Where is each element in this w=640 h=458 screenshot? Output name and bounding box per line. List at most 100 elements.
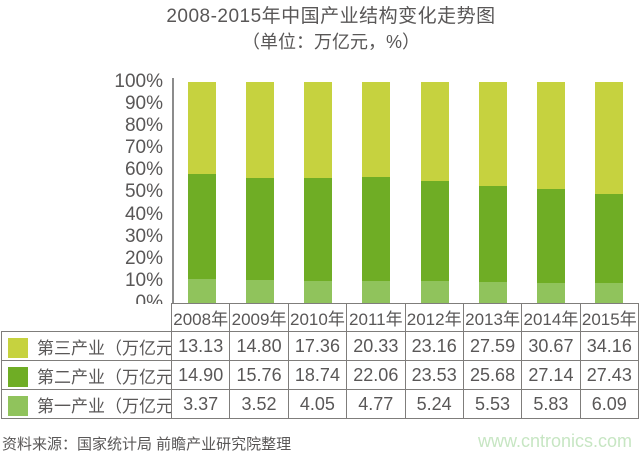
bar-segment — [594, 82, 623, 194]
stacked-bar — [478, 82, 507, 303]
stacked-bar — [362, 82, 391, 303]
legend-swatch-icon — [8, 337, 28, 358]
y-tick-label: 90% — [124, 93, 163, 115]
bar-segment — [478, 82, 507, 186]
bar-segment — [246, 82, 275, 178]
value-cell: 6.09 — [579, 389, 640, 419]
bar-segment — [594, 193, 623, 284]
bar-segment — [420, 280, 449, 303]
y-tick-label: 60% — [124, 159, 163, 181]
bar-segment — [188, 82, 217, 175]
legend-cell: 第二产业（万亿元） — [1, 360, 172, 390]
bar-segment — [536, 188, 565, 283]
y-tick-label: 100% — [114, 71, 163, 92]
value-cell: 3.37 — [170, 389, 231, 419]
stacked-bar — [594, 82, 623, 303]
year-header-cell: 2011年 — [346, 303, 406, 332]
value-cell: 13.13 — [170, 331, 231, 361]
chart-subtitle: （单位：万亿元，%） — [241, 32, 420, 52]
bar-slot — [580, 82, 638, 303]
y-tick-label: 80% — [124, 115, 163, 137]
plot-area — [173, 82, 638, 303]
bar-slot — [289, 82, 347, 303]
year-header-cell: 2014年 — [521, 303, 581, 332]
legend-label: 第二产业（万亿元） — [37, 367, 172, 387]
bar-segment — [420, 180, 449, 281]
value-cell: 23.16 — [404, 331, 464, 361]
bar-segment — [246, 280, 275, 303]
bar-segment — [188, 174, 217, 280]
watermark-link[interactable]: www.cntronics.com — [477, 431, 632, 451]
year-header-cell: 2008年 — [170, 303, 231, 332]
bar-segment — [304, 280, 333, 303]
table-row: 第二产业（万亿元）14.9015.7618.7422.0623.5325.682… — [1, 360, 640, 390]
y-axis: 100% 90% 80% 70% 60% 50% 40% 30% 20% 10% 0% — [60, 71, 163, 314]
stacked-bar — [536, 82, 565, 303]
value-cell: 17.36 — [287, 331, 348, 361]
bar-slot — [406, 82, 464, 303]
year-header-cell: 2012年 — [404, 303, 464, 332]
bar-segment — [594, 283, 623, 303]
bar-segment — [420, 82, 449, 181]
value-cell: 27.14 — [521, 360, 581, 390]
y-tick-label: 50% — [124, 181, 163, 203]
bar-segment — [362, 280, 391, 303]
year-header-cell: 2015年 — [579, 303, 640, 332]
value-cell: 27.43 — [579, 360, 640, 390]
value-cell: 18.74 — [287, 360, 348, 390]
bar-segment — [304, 177, 333, 281]
value-cell: 25.68 — [462, 360, 523, 390]
legend-swatch-icon — [8, 366, 28, 387]
bar-segment — [304, 82, 333, 178]
bar-segment — [188, 279, 217, 303]
stacked-bar-chart: 100% 90% 80% 70% 60% 50% 40% 30% 20% 10% 0% — [0, 60, 640, 313]
y-tick-label: 20% — [124, 247, 163, 269]
value-cell: 20.33 — [346, 331, 406, 361]
value-cell: 4.77 — [346, 389, 406, 419]
bar-segment — [478, 282, 507, 303]
y-tick-label: 10% — [124, 269, 163, 291]
bar-segment — [536, 82, 565, 189]
value-cell: 22.06 — [346, 360, 406, 390]
bar-segment — [362, 177, 391, 281]
table-row: 第一产业（万亿元）3.373.524.054.775.245.535.836.0… — [1, 389, 640, 419]
y-tick-label: 70% — [124, 137, 163, 159]
value-cell: 34.16 — [579, 331, 640, 361]
value-cell: 5.24 — [404, 389, 464, 419]
y-tick-label: 30% — [124, 225, 163, 247]
year-header-cell: 2010年 — [287, 303, 348, 332]
stacked-bar — [188, 82, 217, 303]
bar-slot — [231, 82, 289, 303]
bar-segment — [246, 177, 275, 281]
value-cell: 15.76 — [229, 360, 289, 390]
bar-slot — [522, 82, 580, 303]
legend-label: 第三产业（万亿元） — [37, 338, 172, 358]
bar-slot — [347, 82, 405, 303]
bar-slot — [173, 82, 231, 303]
chart-title: 2008-2015年中国产业结构变化走势图 — [166, 6, 496, 27]
table-row: 第三产业（万亿元）13.1314.8017.3620.3323.1627.593… — [1, 331, 640, 361]
value-cell: 30.67 — [521, 331, 581, 361]
value-cell: 5.53 — [462, 389, 523, 419]
year-header-cell: 2009年 — [229, 303, 289, 332]
table-corner-cell — [1, 303, 172, 332]
source-text: 资料来源：国家统计局 前瞻产业研究院整理 — [2, 436, 292, 453]
value-cell: 23.53 — [404, 360, 464, 390]
stacked-bar — [246, 82, 275, 303]
stacked-bar — [420, 82, 449, 303]
data-table: 2008年 2009年 2010年 2011年 2012年 2013年 2014年 2015年… — [1, 303, 640, 419]
bar-segment — [536, 282, 565, 303]
legend-cell: 第一产业（万亿元） — [1, 389, 172, 419]
bar-slot — [464, 82, 522, 303]
y-axis-line — [172, 78, 174, 303]
value-cell: 3.52 — [229, 389, 289, 419]
value-cell: 5.83 — [521, 389, 581, 419]
legend-label: 第一产业（万亿元） — [37, 396, 172, 416]
value-cell: 14.90 — [170, 360, 231, 390]
legend-swatch-icon — [8, 395, 28, 416]
year-header-cell: 2013年 — [462, 303, 523, 332]
legend-cell: 第三产业（万亿元） — [1, 331, 172, 361]
bar-segment — [478, 185, 507, 283]
value-cell: 14.80 — [229, 331, 289, 361]
